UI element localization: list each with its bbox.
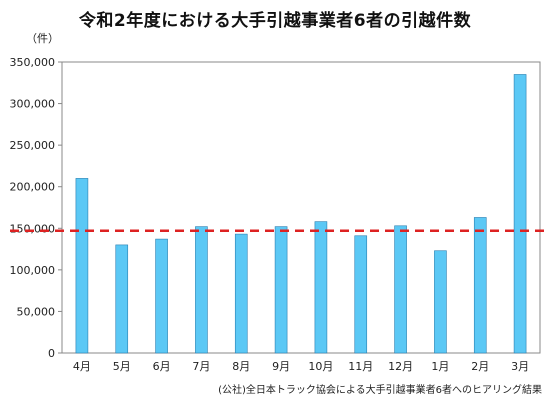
bars <box>75 74 527 354</box>
y-tick-label: 350,000 <box>10 56 56 69</box>
x-tick-label: 8月 <box>232 360 250 373</box>
bar <box>434 250 447 354</box>
bar <box>234 233 248 354</box>
bar <box>394 225 407 354</box>
y-tick-label: 150,000 <box>10 222 56 235</box>
x-tick-label: 7月 <box>192 360 210 373</box>
y-tick-label: 250,000 <box>10 139 56 152</box>
x-tick-label: 2月 <box>471 360 489 373</box>
x-tick-label: 11月 <box>348 360 373 373</box>
bar <box>195 226 208 354</box>
y-axis-unit-label: （件） <box>26 32 59 45</box>
x-tick-label: 9月 <box>272 360 290 373</box>
source-note: (公社)全日本トラック協会による大手引越事業者6者へのヒアリング結果 <box>218 385 542 396</box>
bar <box>115 244 129 354</box>
y-tick-label: 100,000 <box>10 264 56 277</box>
bar <box>513 74 527 354</box>
y-tick-label: 300,000 <box>10 98 56 111</box>
x-tick-label: 1月 <box>431 360 449 373</box>
bar <box>473 217 487 354</box>
y-tick-label: 0 <box>48 347 55 360</box>
y-tick-label: 200,000 <box>10 181 56 194</box>
y-axis-ticks: 0 50,000 100,000 150,000 200,000 250,000 300,0… <box>10 56 62 360</box>
x-tick-label: 5月 <box>113 360 131 373</box>
x-tick-label: 12月 <box>388 360 413 373</box>
x-axis-labels: 4月 5月 6月 7月 8月 9月 10月 11月 12月 1月 2月 3月 <box>73 360 529 373</box>
x-tick-label: 3月 <box>511 360 529 373</box>
bar <box>75 178 89 354</box>
bar <box>314 221 328 354</box>
x-tick-label: 6月 <box>153 360 171 373</box>
bar <box>155 238 168 354</box>
x-tick-label: 10月 <box>308 360 333 373</box>
y-tick-label: 50,000 <box>17 305 56 318</box>
bar <box>354 235 368 354</box>
plot-area <box>61 61 541 354</box>
chart-title: 令和2年度における大手引越事業者6者の引越件数 <box>78 11 472 31</box>
x-tick-label: 4月 <box>73 360 91 373</box>
bar <box>274 226 288 354</box>
